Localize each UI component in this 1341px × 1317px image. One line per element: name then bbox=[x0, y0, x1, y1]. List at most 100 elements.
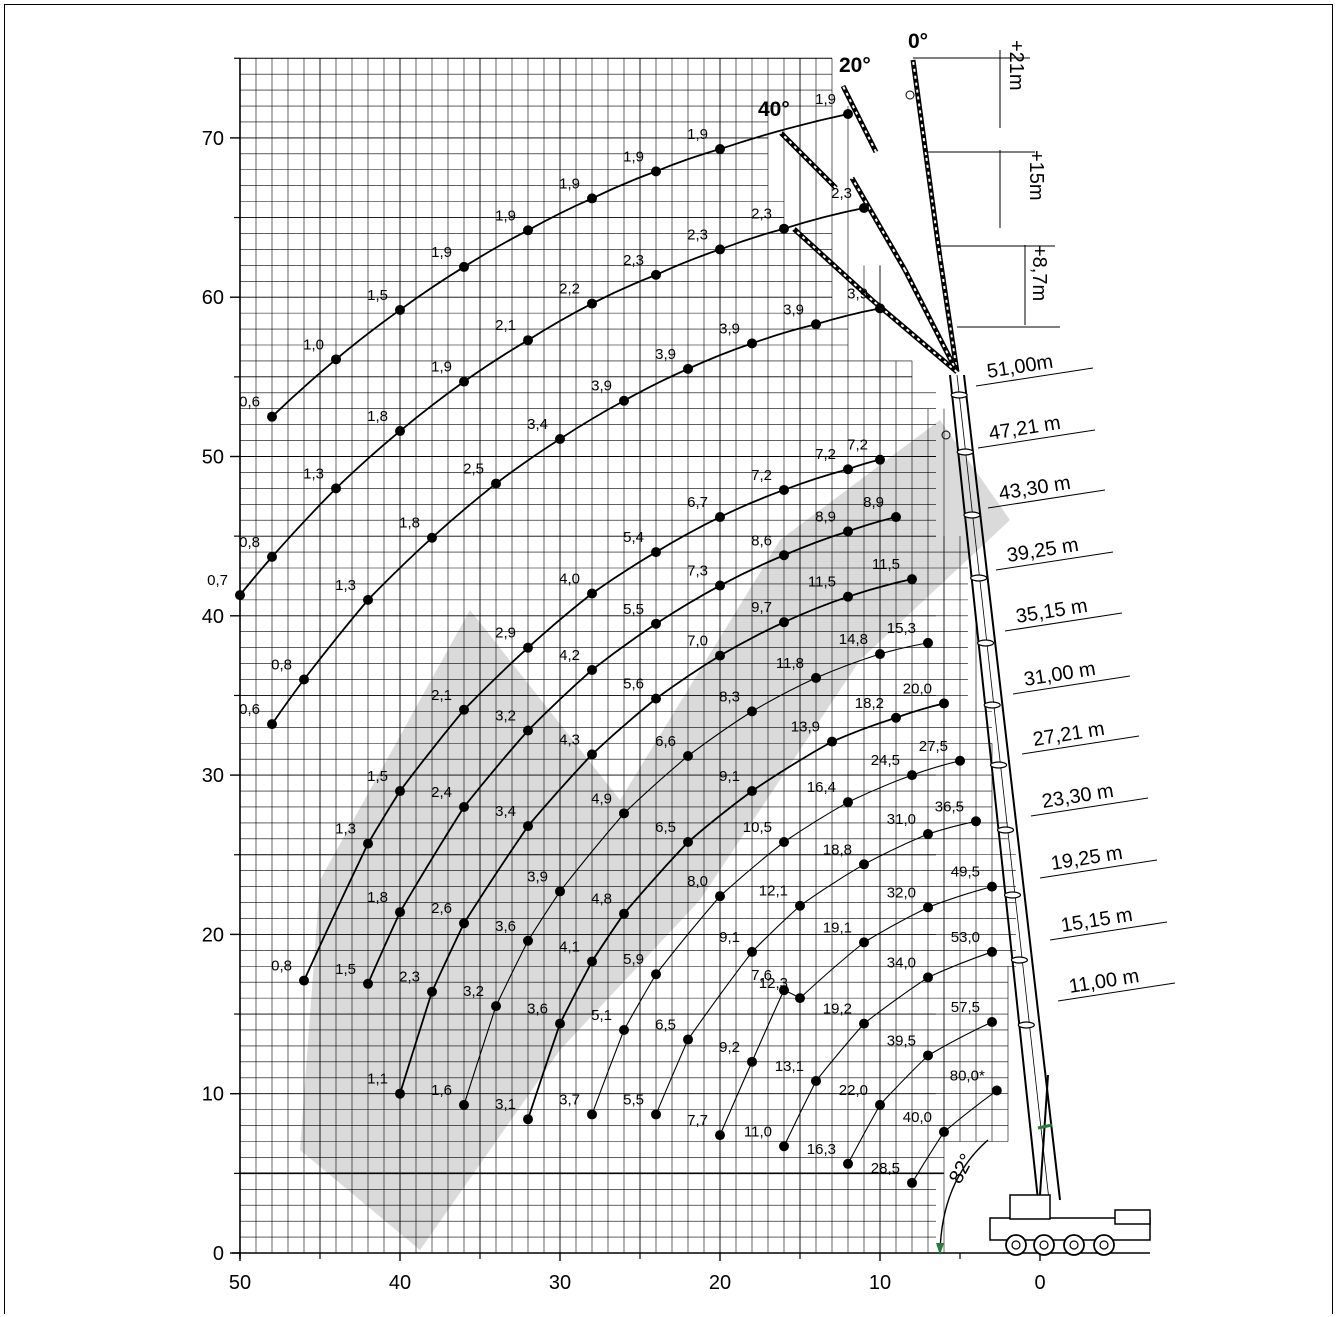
load-value-label: 9,1 bbox=[719, 768, 740, 785]
jib-angle-label: 20° bbox=[839, 54, 871, 77]
truck-cab bbox=[1009, 1194, 1051, 1220]
boom-section-joint bbox=[963, 511, 981, 519]
load-point bbox=[523, 935, 533, 946]
load-point bbox=[587, 193, 597, 204]
angle-arrow-icon bbox=[936, 1243, 944, 1255]
load-point bbox=[843, 526, 853, 537]
y-tick-label: 50 bbox=[202, 447, 224, 469]
load-value-label: 16,3 bbox=[807, 1141, 836, 1158]
load-point bbox=[619, 1024, 629, 1035]
load-point bbox=[891, 712, 901, 723]
load-point bbox=[795, 993, 805, 1004]
y-tick-label: 70 bbox=[202, 128, 224, 150]
load-value-label: 7,7 bbox=[687, 1112, 708, 1129]
load-point bbox=[987, 1017, 997, 1028]
load-point bbox=[715, 244, 725, 255]
load-point bbox=[587, 1109, 597, 1120]
load-point bbox=[683, 1034, 693, 1045]
load-value-label: 8,9 bbox=[815, 508, 836, 525]
load-value-label: 5,5 bbox=[623, 1091, 644, 1108]
load-value-label: 20,0 bbox=[903, 680, 932, 697]
load-point bbox=[523, 725, 533, 736]
load-value-label: 4,9 bbox=[591, 790, 612, 807]
load-value-label: 49,5 bbox=[951, 864, 980, 881]
load-point bbox=[923, 902, 933, 913]
load-curves bbox=[235, 109, 1002, 1188]
boom-section-joint bbox=[956, 448, 974, 456]
boom-length-underline bbox=[1039, 859, 1158, 879]
load-point bbox=[299, 975, 309, 986]
load-point bbox=[523, 821, 533, 832]
x-tick-label: 30 bbox=[549, 1272, 571, 1294]
load-value-label: 6,5 bbox=[655, 1017, 676, 1034]
load-value-label: 1,8 bbox=[367, 408, 388, 425]
boom-length-underline bbox=[1057, 982, 1176, 1002]
load-value-label: 39,5 bbox=[887, 1032, 916, 1049]
load-value-label: 4,1 bbox=[559, 938, 580, 955]
load-point bbox=[651, 269, 661, 280]
load-point bbox=[747, 338, 757, 349]
load-point bbox=[843, 591, 853, 602]
load-point bbox=[427, 532, 437, 543]
load-value-label: 2,6 bbox=[431, 900, 452, 917]
watermark-logo bbox=[300, 420, 1010, 1250]
load-value-label: 0,8 bbox=[239, 534, 260, 551]
load-point bbox=[619, 908, 629, 919]
load-point bbox=[875, 454, 885, 465]
boom-edge bbox=[949, 374, 1039, 1201]
boom-length-underline bbox=[1030, 797, 1149, 817]
load-point bbox=[939, 1126, 949, 1137]
load-value-label: 2,3 bbox=[687, 226, 708, 243]
load-point bbox=[859, 937, 869, 948]
load-point bbox=[395, 304, 405, 315]
load-point bbox=[955, 755, 965, 766]
jib-20deg-a-lattice bbox=[904, 269, 958, 373]
jib-angle-label: 40° bbox=[758, 98, 790, 121]
load-value-label: 11,5 bbox=[808, 574, 836, 591]
load-value-label: 8,9 bbox=[863, 494, 884, 511]
load-point bbox=[459, 1099, 469, 1110]
load-point bbox=[987, 946, 997, 957]
load-value-label: 2,3 bbox=[751, 206, 772, 223]
load-value-label: 12,1 bbox=[759, 883, 788, 900]
load-point bbox=[779, 837, 789, 848]
hook-icon bbox=[941, 430, 951, 440]
y-tick-label: 10 bbox=[202, 1084, 224, 1106]
load-point bbox=[587, 298, 597, 309]
axes: 50 40 30 20 10 0 0 10 20 30 40 50 60 70 bbox=[202, 57, 1150, 1294]
load-point bbox=[859, 202, 869, 213]
grid bbox=[239, 57, 1016, 1254]
load-point bbox=[811, 319, 821, 330]
load-point bbox=[395, 1088, 405, 1099]
load-point bbox=[651, 547, 661, 558]
load-point bbox=[923, 972, 933, 983]
truck-hub bbox=[1011, 1240, 1021, 1250]
load-value-label: 2,5 bbox=[463, 461, 484, 478]
load-value-label: 9,2 bbox=[719, 1039, 740, 1056]
load-value-label: 7,3 bbox=[687, 563, 708, 580]
load-value-label: 3,7 bbox=[559, 1091, 580, 1108]
load-point bbox=[299, 674, 309, 685]
load-point bbox=[555, 886, 565, 897]
load-point bbox=[715, 650, 725, 661]
load-value-label: 5,5 bbox=[623, 601, 644, 618]
load-value-label: 2,3 bbox=[623, 252, 644, 269]
jib-extension-label: +21m bbox=[1005, 40, 1027, 91]
load-point bbox=[523, 1114, 533, 1125]
load-point bbox=[875, 1099, 885, 1110]
load-value-label: 13,9 bbox=[791, 719, 820, 736]
load-value-label: 3,1 bbox=[495, 1096, 516, 1113]
load-point bbox=[651, 1109, 661, 1120]
x-tick-label: 20 bbox=[709, 1272, 731, 1294]
load-point bbox=[971, 816, 981, 827]
diagram-frame bbox=[4, 4, 1333, 1314]
load-point bbox=[427, 986, 437, 997]
load-value-label: 1,5 bbox=[335, 961, 356, 978]
load-point bbox=[923, 829, 933, 840]
load-point bbox=[907, 1177, 917, 1188]
slew-angle-label: 82° bbox=[945, 1150, 979, 1187]
load-value-label: 5,9 bbox=[623, 951, 644, 968]
boom-length-label: 43,30 m bbox=[997, 472, 1072, 505]
load-value-label: 1,9 bbox=[623, 148, 644, 165]
